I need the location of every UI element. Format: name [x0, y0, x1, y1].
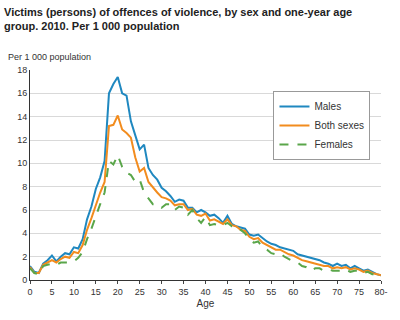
svg-text:4: 4	[22, 228, 27, 238]
svg-text:6: 6	[22, 205, 27, 215]
svg-text:Age: Age	[197, 298, 215, 309]
svg-text:30: 30	[157, 287, 167, 297]
svg-text:75: 75	[354, 287, 364, 297]
svg-text:Females: Females	[314, 139, 352, 150]
svg-text:8: 8	[22, 182, 27, 192]
svg-text:15: 15	[91, 287, 101, 297]
svg-text:Victims (persons) of offences: Victims (persons) of offences of violenc…	[4, 6, 352, 32]
svg-text:12: 12	[17, 135, 27, 145]
svg-text:2: 2	[22, 252, 27, 262]
svg-text:50: 50	[244, 287, 254, 297]
svg-text:10: 10	[69, 287, 79, 297]
svg-text:65: 65	[310, 287, 320, 297]
svg-text:14: 14	[17, 112, 27, 122]
svg-text:0: 0	[27, 287, 32, 297]
svg-text:55: 55	[266, 287, 276, 297]
svg-text:10: 10	[17, 158, 27, 168]
svg-text:20: 20	[113, 287, 123, 297]
svg-text:Both sexes: Both sexes	[314, 120, 363, 131]
svg-text:5: 5	[49, 287, 54, 297]
svg-text:Per 1 000 population: Per 1 000 population	[8, 52, 91, 62]
svg-text:Males: Males	[314, 101, 341, 112]
svg-text:60: 60	[288, 287, 298, 297]
svg-text:80-: 80-	[374, 287, 387, 297]
svg-text:70: 70	[332, 287, 342, 297]
svg-text:0: 0	[22, 275, 27, 285]
svg-text:18: 18	[17, 65, 27, 75]
svg-text:16: 16	[17, 88, 27, 98]
svg-text:35: 35	[179, 287, 189, 297]
svg-text:45: 45	[222, 287, 232, 297]
svg-text:25: 25	[135, 287, 145, 297]
svg-text:40: 40	[200, 287, 210, 297]
